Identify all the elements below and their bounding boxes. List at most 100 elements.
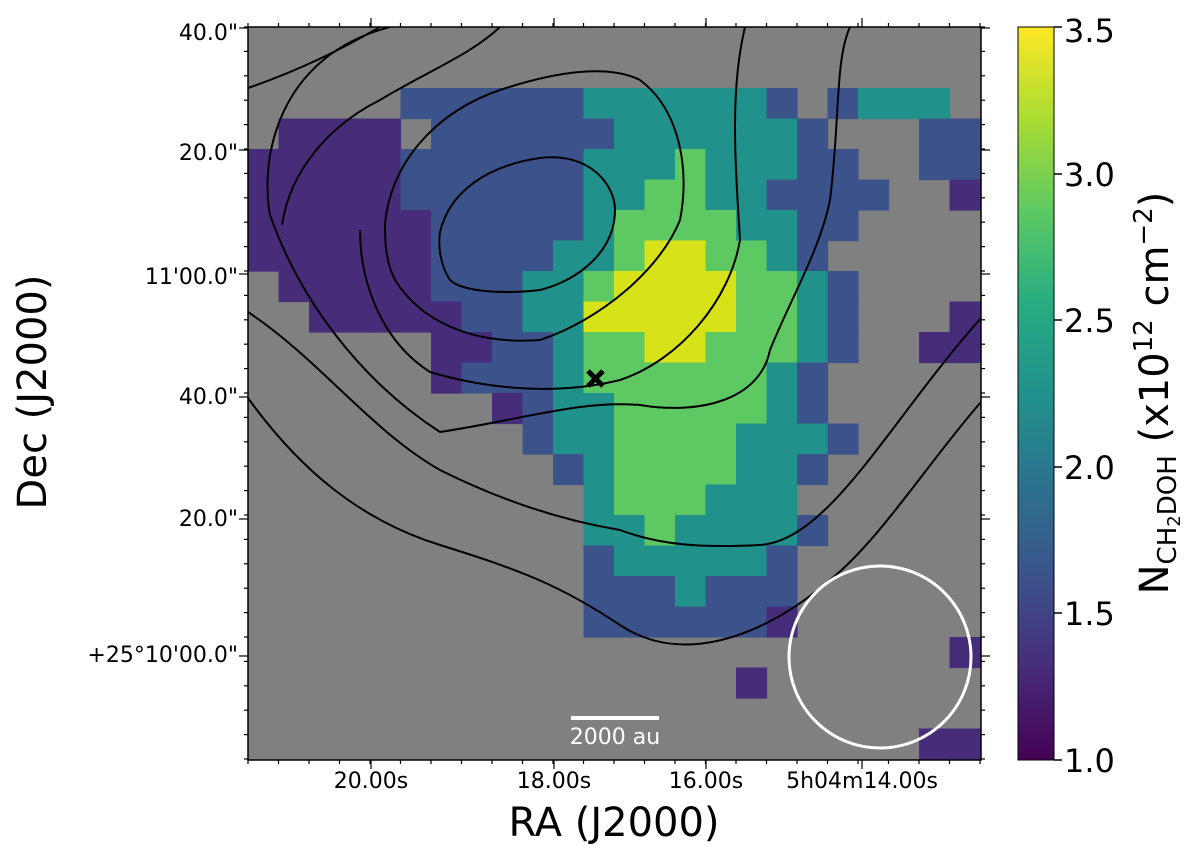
contour-2: [248, 311, 981, 548]
colorbar-tick-label: 2.0: [1064, 449, 1115, 487]
heatmap-pixel: [766, 149, 798, 181]
heatmap-pixel: [705, 484, 737, 516]
heatmap-pixel: [736, 179, 768, 211]
heatmap-pixel: [553, 118, 585, 150]
heatmap-pixel: [644, 210, 676, 242]
heatmap-pixel: [339, 301, 371, 333]
heatmap-pixel: [736, 484, 768, 516]
contour-6: [384, 70, 685, 342]
colorbar-label-units-b: cm: [1132, 246, 1178, 320]
heatmap-pixel: [736, 606, 768, 638]
heatmap-pixel: [766, 118, 798, 150]
heatmap-pixel: [736, 301, 768, 333]
heatmap-pixel: [675, 545, 707, 577]
heatmap-pixel: [461, 240, 493, 272]
heatmap-pixel: [766, 484, 798, 516]
heatmap-pixel: [553, 271, 585, 303]
heatmap-pixel: [614, 393, 646, 425]
heatmap-pixel: [522, 149, 554, 181]
heatmap-pixel: [949, 637, 981, 669]
heatmap-pixel: [675, 271, 707, 303]
heatmap-pixel: [766, 301, 798, 333]
heatmap-pixel: [400, 149, 432, 181]
heatmap-pixel: [522, 88, 554, 120]
heatmap-pixel: [492, 88, 524, 120]
heatmap-pixel: [644, 271, 676, 303]
heatmap-pixel: [736, 362, 768, 394]
heatmap-pixel: [583, 332, 615, 364]
heatmap-pixel: [736, 271, 768, 303]
heatmap-pixel: [919, 149, 951, 181]
heatmap-pixel: [797, 149, 829, 181]
heatmap-pixel: [400, 240, 432, 272]
heatmap-pixel: [675, 332, 707, 364]
contour-4: [248, 27, 391, 216]
heatmap-pixel: [766, 362, 798, 394]
heatmap-pixel: [492, 271, 524, 303]
heatmap-pixel: [614, 332, 646, 364]
heatmap-pixel: [614, 484, 646, 516]
heatmap-pixel: [431, 362, 463, 394]
heatmap-pixel: [461, 362, 493, 394]
heatmap-pixel: [614, 362, 646, 394]
heatmap-pixel: [827, 210, 859, 242]
x-tick-label: 16.00s: [669, 769, 743, 794]
heatmap-pixel: [492, 332, 524, 364]
axis-ticks: [239, 18, 990, 769]
heatmap-pixel: [797, 393, 829, 425]
heatmap-pixel: [675, 301, 707, 333]
heatmap-pixel: [309, 179, 341, 211]
heatmap-pixel: [461, 179, 493, 211]
y-tick-label: +25°10'00.0": [87, 643, 238, 668]
heatmap-pixel: [522, 301, 554, 333]
heatmap-pixel: [949, 728, 981, 760]
heatmap-pixel: [797, 332, 829, 364]
heatmap-pixel: [949, 179, 981, 211]
heatmap-pixel: [614, 545, 646, 577]
heatmap-pixel: [766, 393, 798, 425]
colorbar-label-units-exp2: −2: [1129, 207, 1159, 245]
heatmap-pixel: [553, 88, 585, 120]
heatmap-pixel: [644, 454, 676, 486]
heatmap-pixel: [766, 271, 798, 303]
heatmap-pixel: [705, 515, 737, 547]
heatmap-pixel: [614, 301, 646, 333]
y-tick-label: 11'00.0": [145, 265, 238, 290]
heatmap-pixel: [248, 240, 280, 272]
heatmap-pixel: [644, 576, 676, 608]
heatmap-pixel: [827, 88, 859, 120]
heatmap-pixel: [827, 423, 859, 455]
heatmap-pixel: [888, 88, 920, 120]
heatmap-pixel: [614, 423, 646, 455]
colorbar: [1017, 26, 1055, 761]
heatmap-pixel: [736, 545, 768, 577]
heatmap-pixel: [675, 149, 707, 181]
heatmap-pixel: [400, 210, 432, 242]
heatmap-pixel: [522, 271, 554, 303]
colorbar-tick-labels: 1.0 1.5 2.0 2.5 3.0 3.5: [1064, 12, 1115, 780]
heatmap-pixel: [736, 667, 768, 699]
heatmap-pixel: [553, 210, 585, 242]
colorbar-label: NCH2DOH (x1012 cm−2): [1129, 192, 1185, 595]
colorbar-label-units-c: ): [1132, 192, 1178, 208]
heatmap-pixel: [370, 118, 402, 150]
heatmap-pixel: [827, 332, 859, 364]
heatmap-pixel: [339, 179, 371, 211]
heatmap-pixel: [339, 149, 371, 181]
heatmap-pixel: [705, 301, 737, 333]
heatmap-pixel: [858, 88, 890, 120]
heatmap-pixel: [583, 454, 615, 486]
heatmap-pixel: [827, 301, 859, 333]
heatmap-pixel: [309, 271, 341, 303]
heatmap-pixel: [644, 179, 676, 211]
heatmap-pixels: [248, 88, 981, 760]
heatmap-pixel: [614, 149, 646, 181]
heatmap-pixel: [644, 88, 676, 120]
heatmap-pixel: [431, 118, 463, 150]
contour-5: [281, 27, 746, 390]
x-axis-label: RA (J2000): [508, 800, 719, 846]
heatmap-pixel: [949, 118, 981, 150]
heatmap-pixel: [461, 271, 493, 303]
colorbar-tick-label: 1.5: [1064, 595, 1115, 633]
